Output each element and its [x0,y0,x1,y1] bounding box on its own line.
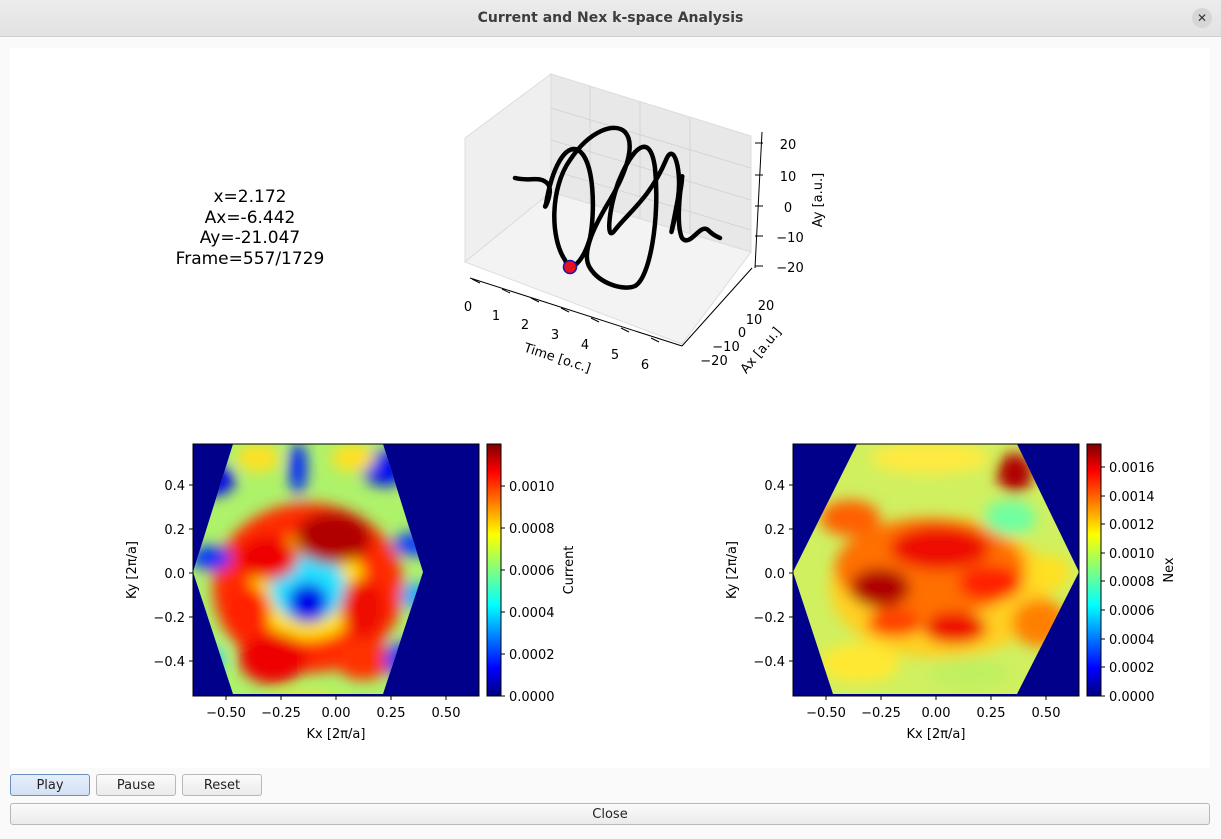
ay-tick-1: 10 [780,170,797,185]
nex-cbtick-6: 0.0004 [1109,633,1155,648]
ay-tick-4: −20 [776,261,803,276]
info-ay: Ay=-21.047 [200,228,300,248]
trajectory-curve [512,125,723,290]
current-x-ticks [225,696,447,700]
current-colorbar-label: Current [562,546,577,595]
nex-cbtick-8: 0.0000 [1109,690,1155,705]
current-xtick-1: −0.25 [261,706,301,721]
nex-xtick-2: 0.00 [922,706,951,721]
current-cbtick-3: 0.0004 [509,606,555,621]
ay-axis [754,131,763,269]
nex-xtick-1: −0.25 [861,706,901,721]
nex-ytick-4: −0.4 [753,655,785,670]
nex-ytick-1: 0.2 [764,523,785,538]
ay-tick-3: −10 [776,231,803,246]
nex-cbtick-7: 0.0002 [1109,661,1155,676]
current-hex-field [193,444,423,694]
nex-cbtick-5: 0.0006 [1109,604,1155,619]
ay-tick-0: 20 [780,138,797,153]
nex-colorbar [1086,443,1102,697]
ax-tick-4: −20 [700,354,727,369]
figure-canvas: x=2.172 Ax=-6.442 Ay=-21.047 Frame=557/1… [10,48,1210,768]
nex-cbtick-1: 0.0014 [1109,490,1155,505]
info-frame: Frame=557/1729 [176,249,325,269]
current-ytick-0: 0.4 [164,479,185,494]
time-tick-4: 4 [581,338,589,353]
ax-axis [681,267,753,347]
current-ytick-4: −0.4 [153,655,185,670]
nex-x-ticks [825,696,1047,700]
time-axis [469,277,683,347]
current-ytick-1: 0.2 [164,523,185,538]
ax-tick-2: 0 [738,326,746,341]
ay-tick-2: 0 [784,201,792,216]
current-xtick-2: 0.00 [322,706,351,721]
title-bar: Current and Nex k-space Analysis ✕ [0,0,1221,37]
nex-heatmap: −0.50 −0.25 0.00 0.25 0.50 Kx [2π/a] 0.4… [725,443,1177,742]
pane-floor [464,191,752,345]
ay-axis-label: Ay [a.u.] [811,173,826,227]
current-y-ticks [189,484,193,662]
plot-3d: 0 1 2 3 4 5 6 Time [o.c.] 20 10 0 −10 −2… [464,73,826,377]
reset-button[interactable]: Reset [182,774,262,796]
current-cbtick-5: 0.0000 [509,690,555,705]
time-tick-5: 5 [611,348,619,363]
time-tick-1: 1 [492,309,500,324]
current-xtick-4: 0.50 [432,706,461,721]
nex-xlabel: Kx [2π/a] [907,727,966,742]
current-heatmap: −0.50 −0.25 0.00 0.25 0.50 Kx [2π/a] 0.4… [125,443,577,742]
nex-xtick-4: 0.50 [1032,706,1061,721]
close-button[interactable]: Close [10,803,1210,825]
time-tick-3: 3 [551,328,559,343]
time-tick-6: 6 [641,358,649,373]
nex-y-ticks [789,484,793,662]
nex-ytick-2: 0.0 [764,567,785,582]
nex-colorbar-label: Nex [1162,557,1177,582]
nex-ylabel: Ky [2π/a] [725,541,740,599]
info-x: x=2.172 [214,187,287,207]
current-ytick-3: −0.2 [153,611,185,626]
current-colorbar-ticks [501,485,505,697]
time-tick-0: 0 [464,300,472,315]
current-xtick-0: −0.50 [206,706,246,721]
ax-tick-0: 20 [758,299,775,314]
current-colorbar [486,443,502,697]
current-cbtick-0: 0.0010 [509,480,555,495]
info-ax: Ax=-6.442 [205,208,296,228]
nex-hex-field [793,444,1079,694]
nex-cbtick-0: 0.0016 [1109,461,1155,476]
nex-cbtick-2: 0.0012 [1109,518,1155,533]
nex-cbtick-4: 0.0008 [1109,575,1155,590]
pause-button[interactable]: Pause [96,774,176,796]
nex-xtick-0: −0.50 [806,706,846,721]
nex-colorbar-ticks [1101,466,1105,697]
window-close-icon[interactable]: ✕ [1192,8,1212,28]
nex-ytick-0: 0.4 [764,479,785,494]
current-cbtick-4: 0.0002 [509,648,555,663]
nex-cbtick-3: 0.0010 [1109,547,1155,562]
nex-ytick-3: −0.2 [753,611,785,626]
time-ticks [471,278,660,343]
window-title: Current and Nex k-space Analysis [477,10,744,26]
current-ylabel: Ky [2π/a] [125,541,140,599]
play-button[interactable]: Play [10,774,90,796]
current-cbtick-1: 0.0008 [509,522,555,537]
current-ytick-2: 0.0 [164,567,185,582]
time-tick-2: 2 [521,318,529,333]
current-time-marker [562,259,578,275]
current-cbtick-2: 0.0006 [509,564,555,579]
ay-ticks [755,142,763,267]
info-text: x=2.172 Ax=-6.442 Ay=-21.047 Frame=557/1… [176,187,325,269]
current-xtick-3: 0.25 [377,706,406,721]
figure-svg: x=2.172 Ax=-6.442 Ay=-21.047 Frame=557/1… [125,73,1177,742]
current-xlabel: Kx [2π/a] [307,727,366,742]
nex-xtick-3: 0.25 [977,706,1006,721]
ax-tick-1: 10 [746,313,763,328]
ax-tick-3: −10 [712,340,739,355]
